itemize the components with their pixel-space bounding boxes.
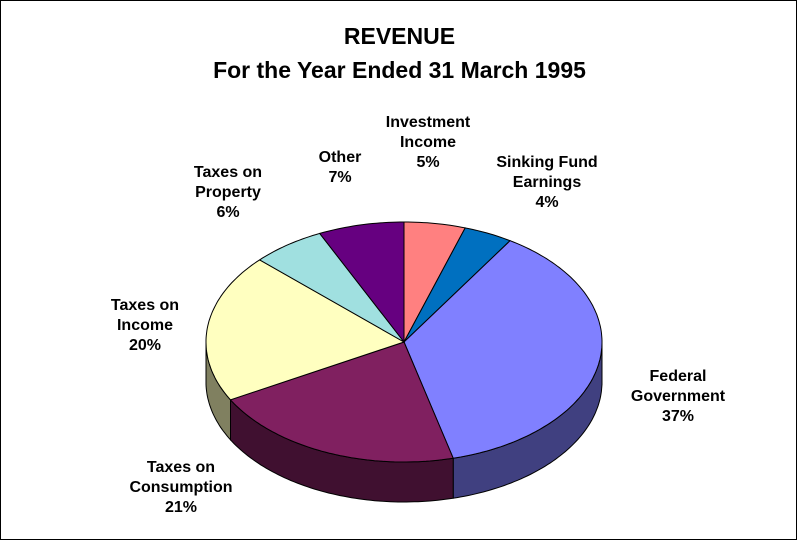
chart-subtitle: For the Year Ended 31 March 1995 — [213, 57, 586, 83]
category-name: Sinking Fund Earnings — [496, 154, 598, 191]
category-name: Investment Income — [385, 114, 471, 151]
slice-label: Taxes on Property 6% — [178, 163, 278, 223]
value-label: 7% — [328, 169, 352, 186]
slice-label: Sinking Fund Earnings 4% — [487, 153, 607, 213]
slice-label: Investment Income 5% — [373, 113, 483, 173]
slice-label: Federal Government 37% — [623, 367, 733, 427]
value-label: 20% — [128, 337, 162, 354]
pie-slice — [205, 259, 406, 401]
category-name: Taxes on Property — [193, 164, 263, 201]
pie-slice — [403, 240, 603, 459]
category-name: Taxes on Consumption — [129, 459, 233, 496]
pie-slice — [403, 221, 466, 343]
category-name: Federal Government — [630, 368, 726, 405]
slice-label: Taxes on Income 20% — [95, 296, 195, 356]
category-name: Taxes on Income — [110, 297, 180, 334]
pie-slice — [258, 232, 405, 343]
slice-label: Taxes on Consumption 21% — [124, 458, 239, 518]
value-label: 4% — [535, 194, 559, 211]
value-label: 21% — [164, 499, 198, 516]
pie-slice — [229, 341, 454, 463]
category-name: Other — [318, 149, 362, 166]
pie-slice — [318, 221, 405, 344]
slice-label: Other 7% — [300, 148, 380, 188]
value-label: 6% — [216, 204, 240, 221]
pie-slice — [403, 227, 512, 343]
value-label: 5% — [416, 154, 440, 171]
chart-title: REVENUE — [343, 23, 456, 49]
value-label: 37% — [661, 408, 695, 425]
